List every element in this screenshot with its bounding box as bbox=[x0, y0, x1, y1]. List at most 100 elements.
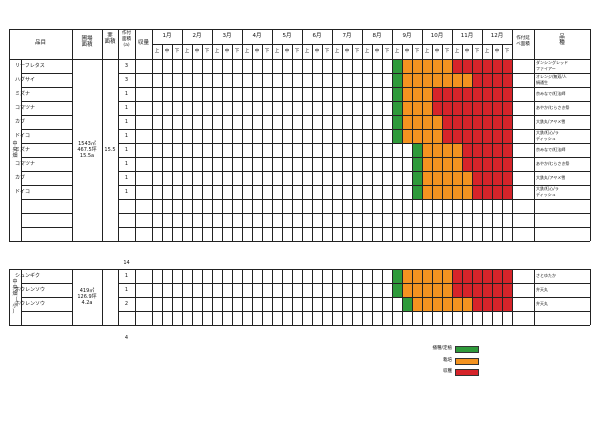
legend-label-harvest: 収穫 bbox=[443, 369, 452, 374]
row-line bbox=[21, 297, 72, 298]
schedule-cell-harvest bbox=[472, 269, 482, 283]
month-line bbox=[302, 59, 303, 241]
row-line bbox=[118, 297, 590, 298]
schedule-cell-grow bbox=[452, 143, 462, 157]
schedule-cell-harvest bbox=[452, 269, 462, 283]
schedule-cell-grow bbox=[452, 73, 462, 87]
schedule-cell-harvest bbox=[432, 87, 442, 101]
month-line bbox=[182, 269, 183, 325]
period-line bbox=[262, 59, 263, 241]
row-line bbox=[21, 171, 72, 172]
period-line bbox=[252, 59, 253, 241]
schedule-cell-grow bbox=[402, 129, 412, 143]
header-period-line bbox=[442, 44, 443, 59]
schedule-cell-grow bbox=[432, 185, 442, 199]
schedule-cell-harvest bbox=[472, 157, 482, 171]
header-after-area: 作付延 べ面積 bbox=[516, 36, 530, 47]
row-line bbox=[21, 115, 72, 116]
actual-area-value: 15.5 bbox=[104, 147, 116, 153]
group-top-line bbox=[9, 59, 590, 60]
item-name: ミズナ bbox=[15, 147, 31, 153]
planted-area-value: 1 bbox=[124, 105, 129, 111]
schedule-cell-harvest bbox=[502, 59, 512, 73]
planted-area-value: 1 bbox=[124, 133, 129, 139]
item-name: コマツナ bbox=[15, 105, 36, 111]
header-period-line bbox=[152, 44, 153, 59]
schedule-cell-sow bbox=[392, 59, 402, 73]
header-period-line bbox=[482, 44, 483, 59]
column-line bbox=[72, 269, 73, 325]
schedule-cell-harvest bbox=[492, 297, 502, 311]
month-line bbox=[152, 269, 153, 325]
period-line bbox=[412, 59, 413, 241]
period-label: 下 bbox=[294, 49, 300, 54]
period-label: 中 bbox=[464, 49, 470, 54]
variety-name: 大鉄丸/アヤメ雪 bbox=[536, 119, 566, 124]
schedule-cell-harvest bbox=[492, 87, 502, 101]
schedule-cell-sow bbox=[392, 101, 402, 115]
period-line bbox=[252, 269, 253, 325]
schedule-cell-harvest bbox=[432, 101, 442, 115]
row-line bbox=[21, 283, 72, 284]
month-line bbox=[302, 269, 303, 325]
schedule-cell-harvest bbox=[482, 283, 492, 297]
schedule-cell-grow bbox=[422, 143, 432, 157]
schedule-cell-harvest bbox=[502, 129, 512, 143]
schedule-cell-sow bbox=[392, 115, 402, 129]
column-line bbox=[534, 59, 535, 241]
legend-swatch-grow bbox=[455, 358, 479, 365]
header-column-line bbox=[72, 29, 73, 59]
schedule-cell-harvest bbox=[452, 59, 462, 73]
month-line bbox=[212, 269, 213, 325]
schedule-cell-harvest bbox=[492, 73, 502, 87]
row-line bbox=[118, 73, 590, 74]
period-line bbox=[342, 269, 343, 325]
schedule-cell-grow bbox=[422, 269, 432, 283]
period-label: 中 bbox=[494, 49, 500, 54]
header-period-line bbox=[372, 44, 373, 59]
month-label-6: 6月 bbox=[312, 33, 322, 39]
period-line bbox=[322, 59, 323, 241]
schedule-cell-harvest bbox=[472, 101, 482, 115]
header-column-line bbox=[590, 29, 591, 59]
schedule-cell-harvest bbox=[502, 157, 512, 171]
schedule-cell-sow bbox=[412, 171, 422, 185]
header-period-line bbox=[242, 44, 243, 59]
period-line bbox=[162, 269, 163, 325]
row-line bbox=[118, 101, 590, 102]
schedule-cell-harvest bbox=[452, 101, 462, 115]
period-label: 下 bbox=[384, 49, 390, 54]
period-line bbox=[292, 59, 293, 241]
schedule-cell-harvest bbox=[492, 101, 502, 115]
schedule-cell-harvest bbox=[492, 185, 502, 199]
month-line bbox=[422, 269, 423, 325]
period-label: 上 bbox=[304, 49, 310, 54]
schedule-cell-harvest bbox=[482, 101, 492, 115]
period-line bbox=[352, 59, 353, 241]
period-line bbox=[402, 269, 403, 325]
schedule-cell-grow bbox=[462, 73, 472, 87]
schedule-cell-harvest bbox=[482, 59, 492, 73]
period-line bbox=[222, 269, 223, 325]
period-label: 上 bbox=[394, 49, 400, 54]
legend-swatch-sow bbox=[455, 346, 479, 353]
header-period-line bbox=[192, 44, 193, 59]
header-column-line bbox=[534, 29, 535, 59]
month-label-9: 9月 bbox=[402, 33, 412, 39]
planted-area-value: 1 bbox=[124, 189, 129, 195]
variety-name: 大鉄丸/アヤメ雪 bbox=[536, 175, 566, 180]
period-label: 下 bbox=[324, 49, 330, 54]
field-area-value: 419㎡ 126.9坪 4.2a bbox=[77, 288, 97, 306]
month-line bbox=[512, 59, 513, 241]
schedule-cell-harvest bbox=[482, 171, 492, 185]
schedule-cell-sow bbox=[412, 157, 422, 171]
schedule-cell-harvest bbox=[492, 59, 502, 73]
schedule-cell-harvest bbox=[492, 129, 502, 143]
item-name: リーフレタス bbox=[15, 63, 45, 69]
schedule-cell-harvest bbox=[492, 269, 502, 283]
schedule-cell-harvest bbox=[482, 115, 492, 129]
schedule-cell-sow bbox=[412, 185, 422, 199]
schedule-cell-harvest bbox=[462, 283, 472, 297]
variety-name: 大鉄/紅心/ラ ディッシュ bbox=[536, 130, 559, 141]
schedule-cell-harvest bbox=[482, 297, 492, 311]
